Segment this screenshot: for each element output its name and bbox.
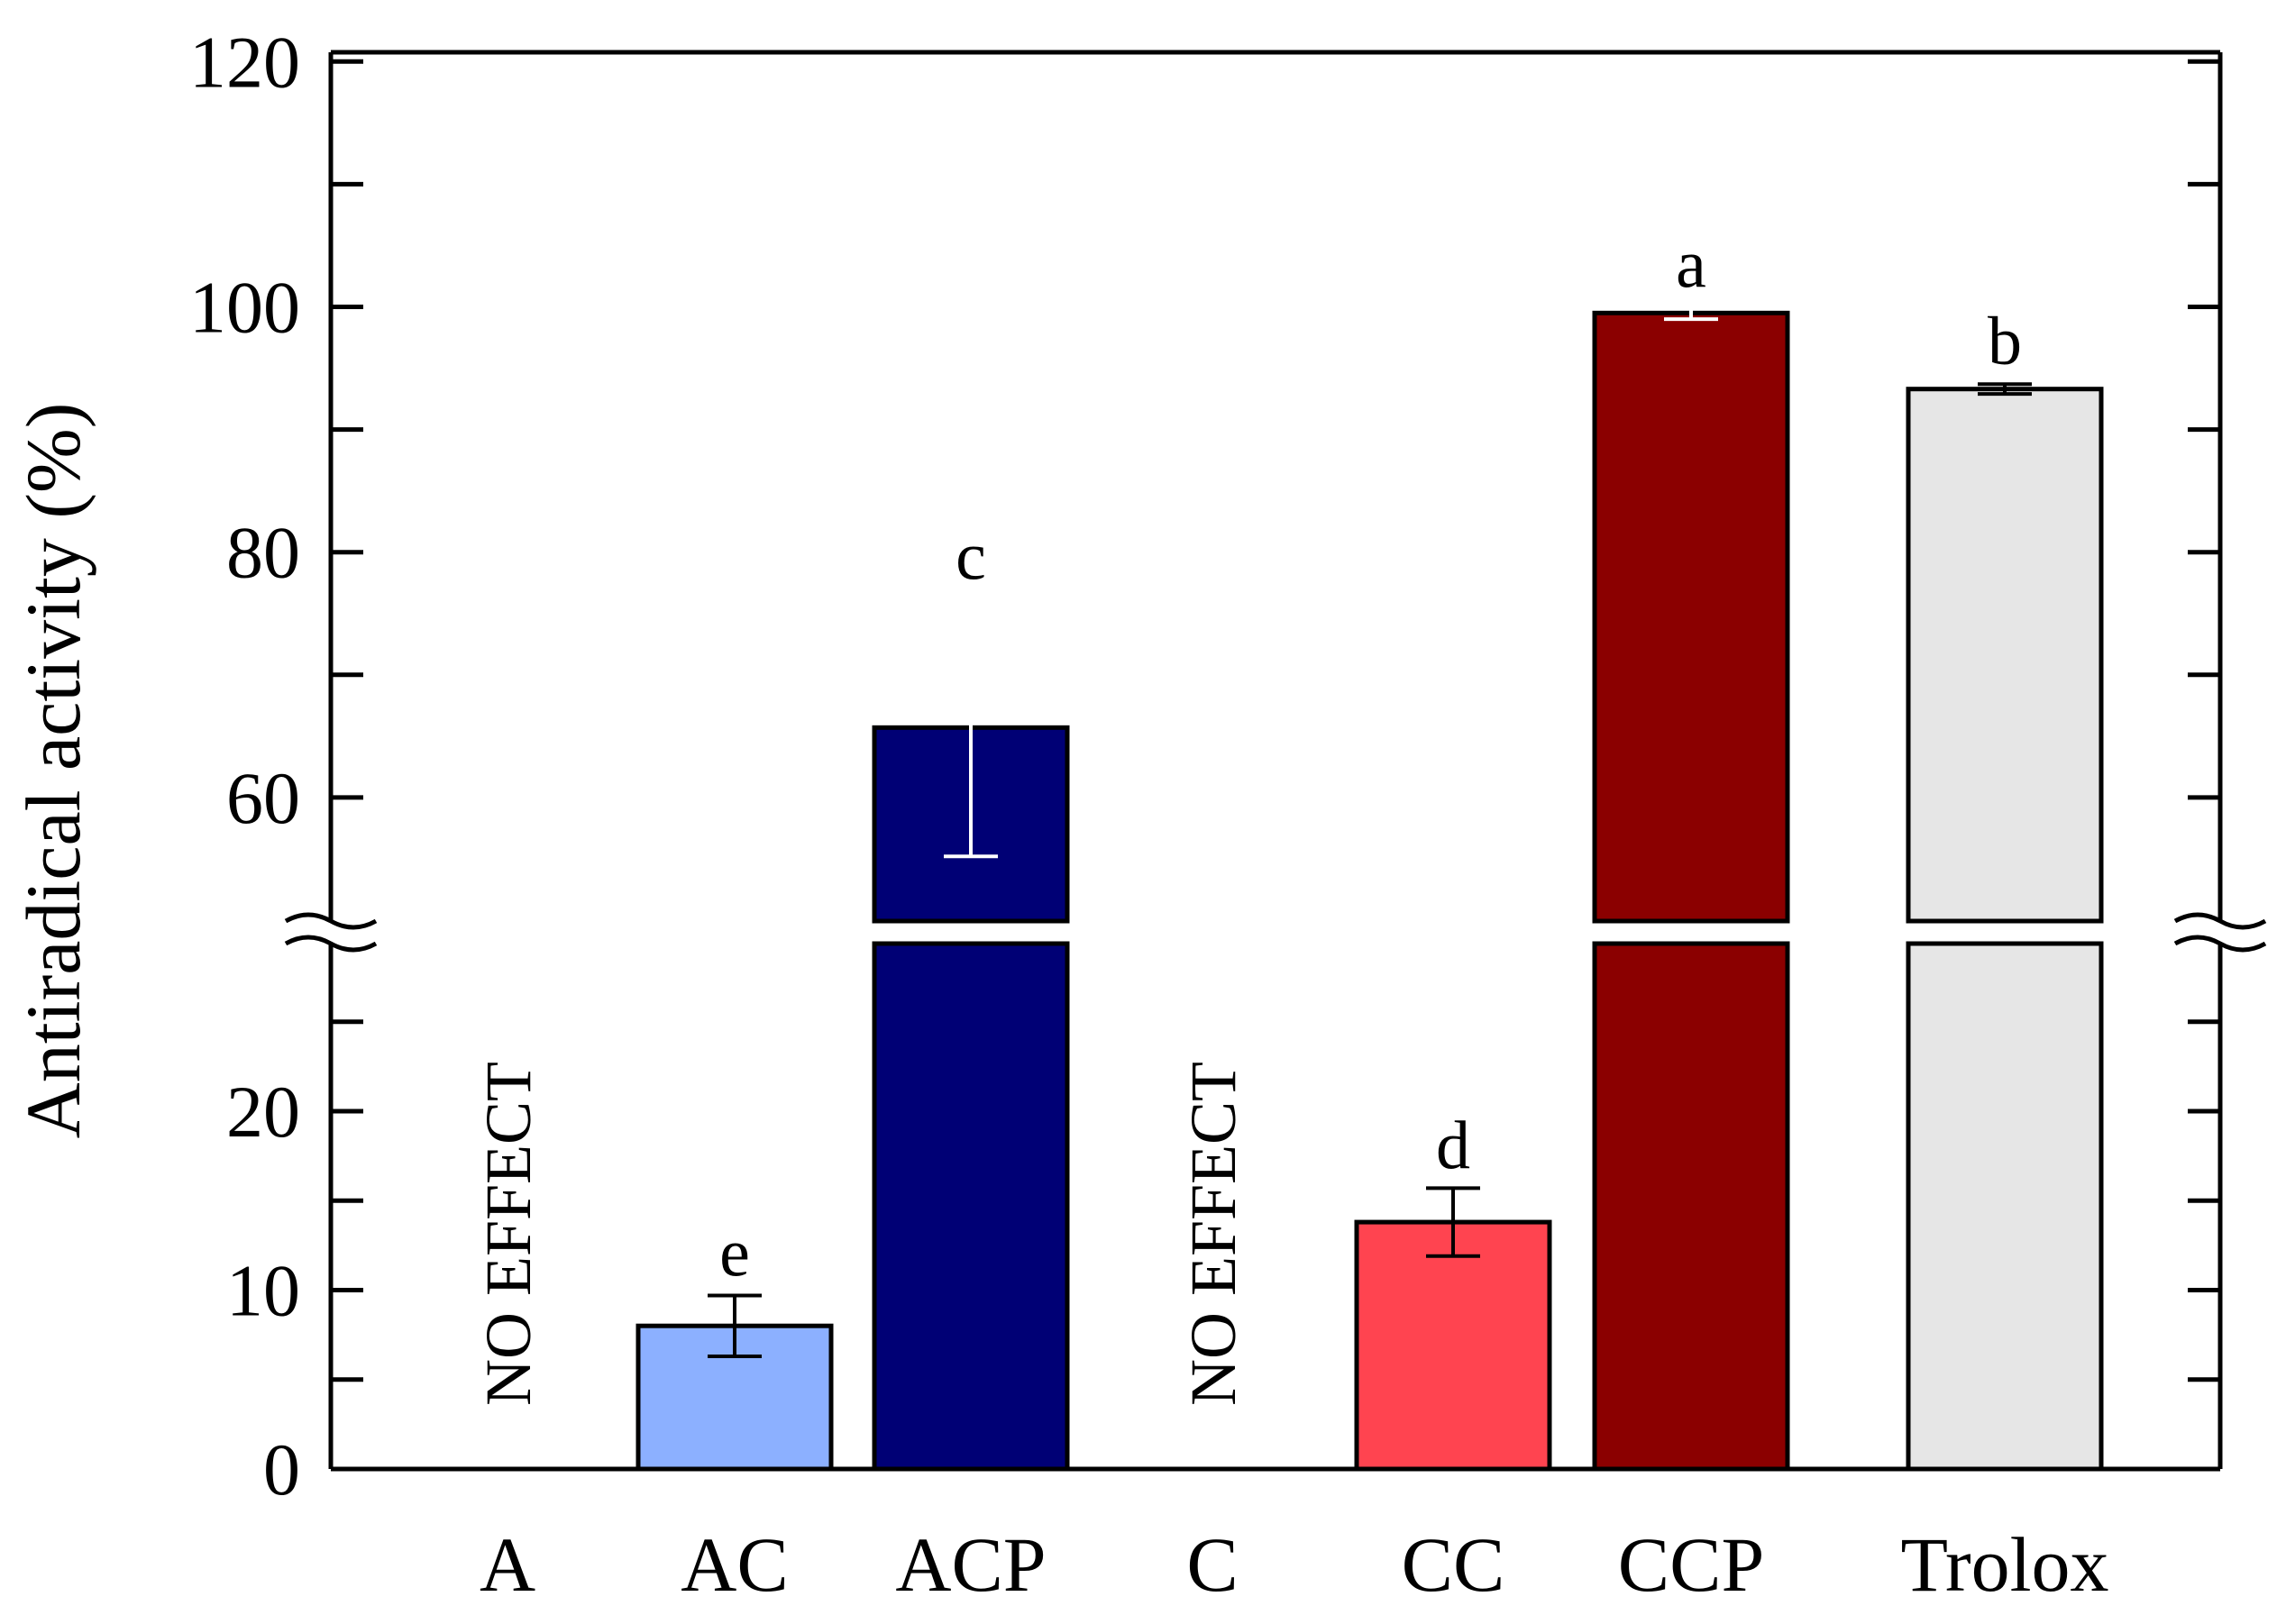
axis-break-mark-right-top bbox=[2173, 912, 2267, 930]
annotation-no-effect-a: NO EFFECT bbox=[472, 1062, 544, 1406]
axis-break-mark-left-top bbox=[284, 912, 378, 930]
chart-labels: A NO EFFECT AC e ACP c C NO EFFECT CC d CCP a Trolox… bbox=[472, 227, 2109, 1609]
y-tick-label-80: 80 bbox=[226, 512, 300, 594]
bar-ccp-lower bbox=[1592, 941, 1790, 1472]
x-tick-label-cc: CC bbox=[1402, 1521, 1505, 1608]
bar-ccp bbox=[1592, 310, 1790, 924]
x-tick-label-acp: ACP bbox=[895, 1521, 1046, 1608]
bar-trolox bbox=[1906, 387, 2104, 924]
y-tick-label-20: 20 bbox=[226, 1071, 300, 1153]
annotation-no-effect-c: NO EFFECT bbox=[1177, 1062, 1249, 1406]
y-axis-title: Antiradical activity (%) bbox=[10, 403, 96, 1139]
x-tick-label-trolox: Trolox bbox=[1900, 1521, 2108, 1608]
bars bbox=[636, 305, 2104, 1472]
x-tick-label-c: C bbox=[1186, 1521, 1238, 1608]
significance-label-acp: c bbox=[956, 518, 986, 594]
bar-cc bbox=[1354, 1219, 1552, 1472]
y-tick-label-60: 60 bbox=[226, 757, 300, 839]
significance-label-ccp: a bbox=[1676, 227, 1706, 303]
significance-label-cc: d bbox=[1436, 1108, 1470, 1183]
y-tick-label-100: 100 bbox=[189, 267, 300, 349]
x-tick-label-ac: AC bbox=[681, 1521, 788, 1608]
x-tick-label-a: A bbox=[480, 1521, 535, 1608]
bar-trolox-lower bbox=[1906, 941, 2104, 1472]
axis-break-mark-right-bottom bbox=[2173, 935, 2267, 953]
x-tick-label-ccp: CCP bbox=[1618, 1521, 1765, 1608]
y-tick-label-10: 10 bbox=[226, 1250, 300, 1332]
significance-label-trolox: b bbox=[1988, 304, 2022, 379]
bar-acp-lower bbox=[872, 941, 1070, 1472]
axis-break-mark-left-bottom bbox=[284, 935, 378, 953]
y-tick-label-120: 120 bbox=[189, 21, 300, 103]
significance-label-ac: e bbox=[719, 1215, 750, 1291]
y-tick-label-0: 0 bbox=[263, 1428, 300, 1510]
y-axis: 0 10 20 60 80 100 120 bbox=[189, 21, 2220, 1510]
